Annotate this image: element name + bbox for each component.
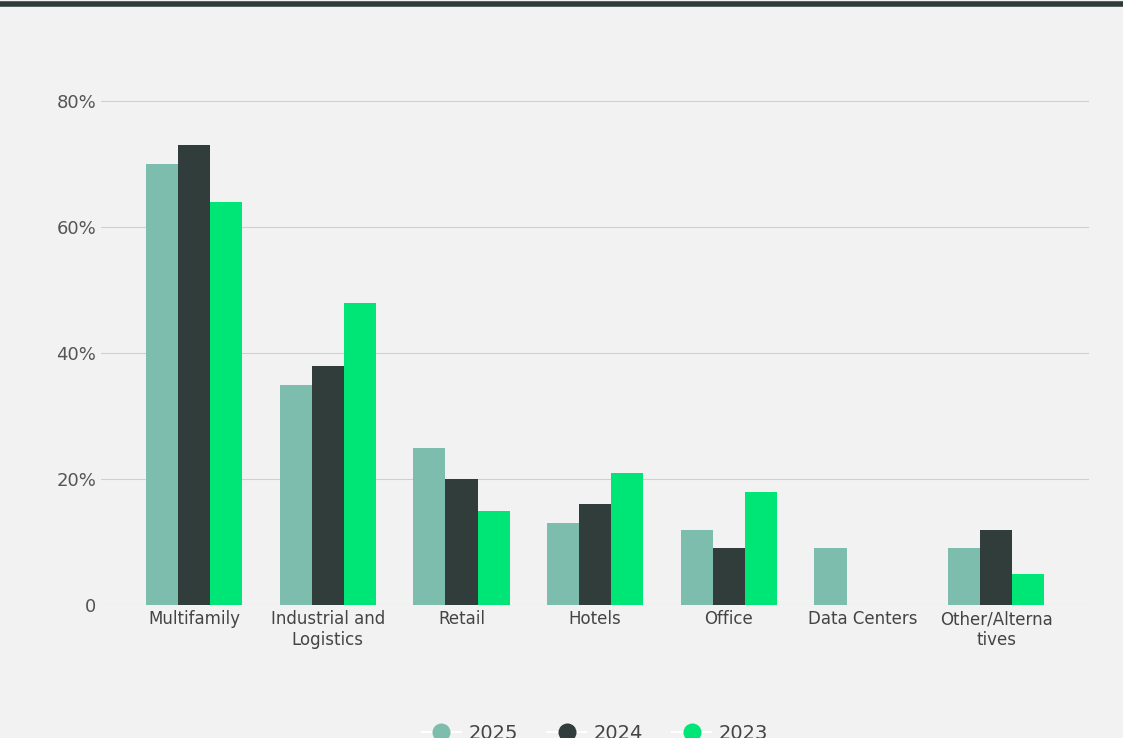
Bar <box>280 384 312 605</box>
Legend: 2025, 2024, 2023: 2025, 2024, 2023 <box>414 716 776 738</box>
Bar <box>344 303 376 605</box>
Bar <box>948 548 980 605</box>
Bar <box>579 504 611 605</box>
Bar <box>413 448 446 605</box>
Bar <box>179 145 210 605</box>
Bar <box>713 548 745 605</box>
Bar <box>745 492 777 605</box>
Bar <box>611 473 643 605</box>
Bar <box>446 479 477 605</box>
Bar <box>210 202 243 605</box>
Bar <box>547 523 579 605</box>
Bar <box>1012 573 1044 605</box>
Bar <box>681 530 713 605</box>
Bar <box>146 164 179 605</box>
Bar <box>477 511 510 605</box>
Bar <box>980 530 1012 605</box>
Bar <box>312 366 344 605</box>
Bar <box>814 548 847 605</box>
